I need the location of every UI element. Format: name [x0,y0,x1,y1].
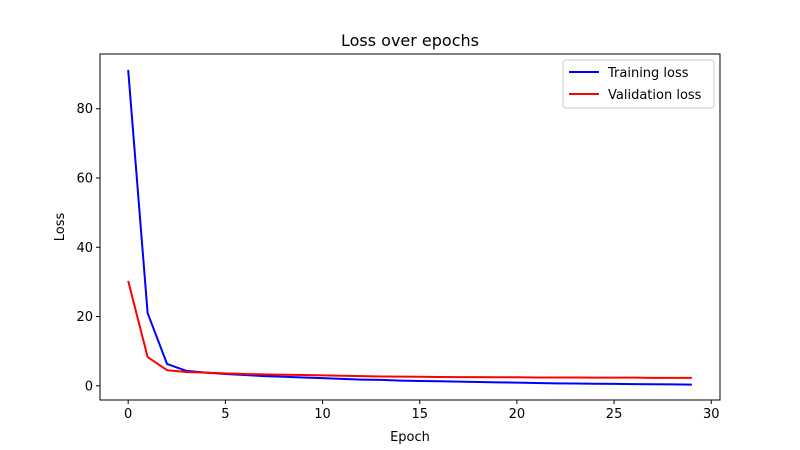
x-axis-ticks: 0 5 10 15 20 25 30 [124,400,720,422]
axes-frame [99,53,721,401]
legend-label-training-loss: Training loss [607,66,689,81]
legend-box [562,59,715,109]
x-tick-label: 20 [509,407,526,422]
y-tick-label: 20 [76,310,93,325]
legend: Training loss Validation loss [562,59,715,109]
x-axis-label: Epoch [390,430,430,445]
series-line-training-loss [127,69,692,386]
series-group [127,69,692,386]
x-tick-label: 10 [314,407,331,422]
series-line-validation-loss [127,280,692,379]
y-axis-ticks: 0 20 40 60 80 [76,102,100,394]
y-axis-label: Loss [53,213,68,242]
x-tick-label: 15 [411,407,428,422]
y-tick-label: 0 [85,379,93,394]
plot-area [99,53,721,401]
x-tick-label: 5 [221,407,229,422]
y-tick-label: 80 [76,102,93,117]
x-tick-label: 25 [606,407,623,422]
x-tick-label: 30 [703,407,720,422]
y-tick-label: 40 [76,241,93,256]
y-tick-label: 60 [76,171,93,186]
x-tick-label: 0 [124,407,132,422]
legend-label-validation-loss: Validation loss [608,88,702,103]
chart-title: Loss over epochs [341,31,479,50]
